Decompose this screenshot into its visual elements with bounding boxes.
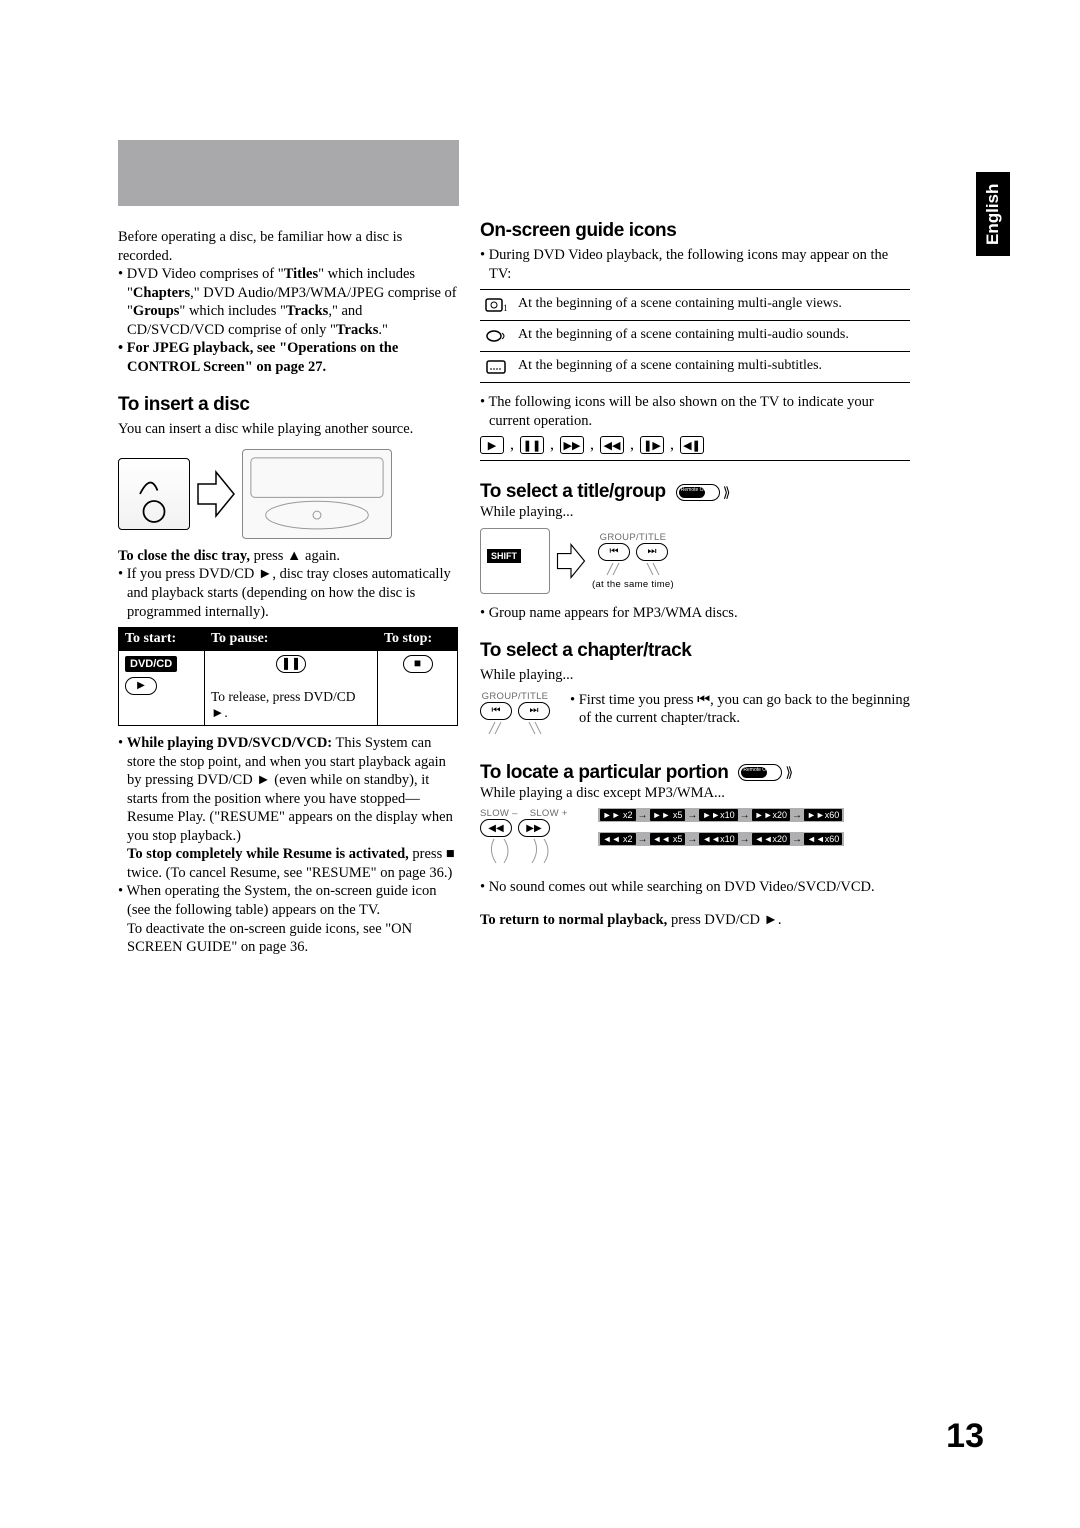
heading-select-chapter: To select a chapter/track bbox=[480, 640, 910, 662]
subtitle-icon bbox=[484, 358, 510, 376]
header-gray-banner bbox=[118, 140, 459, 206]
page-number: 13 bbox=[946, 1417, 984, 1456]
stop-completely-text: To stop completely while Resume is activ… bbox=[118, 845, 458, 882]
rew-button-icon: ◀◀ bbox=[480, 819, 512, 837]
groupname-bullet: • Group name appears for MP3/WMA discs. bbox=[480, 604, 910, 623]
pause-icon: ❚❚ bbox=[276, 655, 306, 673]
onscreen-cont: To deactivate the on-screen guide icons,… bbox=[118, 920, 458, 957]
left-column: Before operating a disc, be familiar how… bbox=[118, 228, 458, 957]
release-text: To release, press DVD/CD ►. bbox=[211, 689, 371, 721]
intro-bullet: • DVD Video comprises of "Titles" which … bbox=[118, 265, 458, 339]
remote-only-badge: Remote ONLY ⟫ bbox=[676, 484, 731, 501]
slow-plus-label: SLOW + bbox=[530, 808, 568, 819]
select-title-diagram: SHIFT GROUP/TITLE ⏮ ⏭ (at the same time) bbox=[480, 528, 910, 594]
guide-row: At the beginning of a scene containing m… bbox=[480, 321, 910, 352]
angle-icon: 1 bbox=[484, 296, 510, 314]
speed-rev-row: ◄◄ x2→ ◄◄ x5→ ◄◄x10→ ◄◄x20→ ◄◄x60 bbox=[598, 832, 845, 846]
while-playing-text: While playing... bbox=[480, 503, 910, 522]
heading-onscreen-icons: On-screen guide icons bbox=[480, 220, 910, 242]
return-playback-text: To return to normal playback, press DVD/… bbox=[480, 911, 910, 930]
right-column: On-screen guide icons • During DVD Video… bbox=[480, 220, 910, 929]
table-header: To stop: bbox=[378, 628, 458, 651]
heading-locate: To locate a particular portion bbox=[480, 762, 728, 784]
resume-text: • While playing DVD/SVCD/VCD: This Syste… bbox=[118, 734, 458, 845]
close-tray-bullet: • If you press DVD/CD ►, disc tray close… bbox=[118, 565, 458, 621]
firsttime-bullet: • First time you press ⏮, you can go bac… bbox=[570, 691, 910, 738]
table-header: To start: bbox=[119, 628, 205, 651]
heading-select-title-row: To select a title/group Remote ONLY ⟫ bbox=[480, 481, 910, 503]
slowfwd-icon: ❚▶ bbox=[640, 436, 664, 454]
prev-button-icon: ⏮ bbox=[598, 543, 630, 561]
speed-fwd-row: ►► x2→ ►► x5→ ►►x10→ ►►x20→ ►►x60 bbox=[598, 808, 845, 822]
speed-diagram: SLOW – SLOW + ◀◀ ▶▶ ►► x2→ ►► x5→ ►►x10→… bbox=[480, 808, 910, 872]
shift-button-icon: SHIFT bbox=[487, 549, 521, 563]
next-button-icon: ⏭ bbox=[636, 543, 668, 561]
table-cell: DVD/CD ▶ bbox=[119, 651, 205, 726]
ff-button-icon: ▶▶ bbox=[518, 819, 550, 837]
close-tray-text: To close the disc tray, press ▲ again. bbox=[118, 547, 458, 566]
while-playing-text: While playing... bbox=[480, 666, 910, 685]
nosound-bullet: • No sound comes out while searching on … bbox=[480, 878, 910, 897]
ff-icon: ▶▶ bbox=[560, 436, 584, 454]
table-cell: ■ bbox=[378, 651, 458, 726]
rew-icon: ◀◀ bbox=[600, 436, 624, 454]
heading-insert-disc: To insert a disc bbox=[118, 394, 458, 416]
icons-shown-text: • The following icons will be also shown… bbox=[480, 393, 910, 430]
audio-icon bbox=[484, 327, 510, 345]
intro-bullet: • For JPEG playback, see "Operations on … bbox=[118, 339, 458, 376]
prev-button-icon: ⏮ bbox=[480, 702, 512, 720]
insert-disc-diagram bbox=[118, 449, 458, 539]
same-time-label: (at the same time) bbox=[592, 579, 674, 590]
grouptitle-label: GROUP/TITLE bbox=[482, 691, 549, 702]
pause-icon: ❚❚ bbox=[520, 436, 544, 454]
heading-locate-row: To locate a particular portion Remote ON… bbox=[480, 762, 910, 784]
slow-minus-label: SLOW – bbox=[480, 808, 518, 819]
heading-select-title: To select a title/group bbox=[480, 481, 666, 503]
onscreen-intro: • During DVD Video playback, the followi… bbox=[480, 246, 910, 283]
guide-row: At the beginning of a scene containing m… bbox=[480, 352, 910, 382]
table-header: To pause: bbox=[205, 628, 378, 651]
select-chapter-row: GROUP/TITLE ⏮ ⏭ • First time you press ⏮… bbox=[480, 691, 910, 738]
locate-intro-text: While playing a disc except MP3/WMA... bbox=[480, 784, 910, 803]
dvdcd-button-icon: DVD/CD bbox=[125, 656, 177, 672]
playback-control-table: To start: To pause: To stop: DVD/CD ▶ ❚❚… bbox=[118, 627, 458, 726]
guide-icon-table: 1 At the beginning of a scene containing… bbox=[480, 289, 910, 383]
play-icon: ▶ bbox=[480, 436, 504, 454]
intro-text: Before operating a disc, be familiar how… bbox=[118, 228, 458, 265]
insert-disc-text: You can insert a disc while playing anot… bbox=[118, 420, 458, 439]
play-icon: ▶ bbox=[125, 677, 157, 695]
guide-text: At the beginning of a scene containing m… bbox=[518, 358, 822, 376]
guide-text: At the beginning of a scene containing m… bbox=[518, 296, 842, 314]
guide-text: At the beginning of a scene containing m… bbox=[518, 327, 849, 345]
svg-text:1: 1 bbox=[503, 303, 508, 313]
language-tab: English bbox=[976, 172, 1010, 256]
onscreen-bullet: • When operating the System, the on-scre… bbox=[118, 882, 458, 919]
stop-icon: ■ bbox=[403, 655, 433, 673]
slowrev-icon: ◀❚ bbox=[680, 436, 704, 454]
guide-row: 1 At the beginning of a scene containing… bbox=[480, 290, 910, 321]
remote-only-badge: Remote ONLY ⟫ bbox=[738, 764, 793, 781]
next-button-icon: ⏭ bbox=[518, 702, 550, 720]
grouptitle-label: GROUP/TITLE bbox=[600, 532, 667, 543]
operation-icons-row: ▶, ❚❚, ▶▶, ◀◀, ❚▶, ◀❚ bbox=[480, 436, 910, 454]
table-cell: ❚❚ To release, press DVD/CD ►. bbox=[205, 651, 378, 726]
